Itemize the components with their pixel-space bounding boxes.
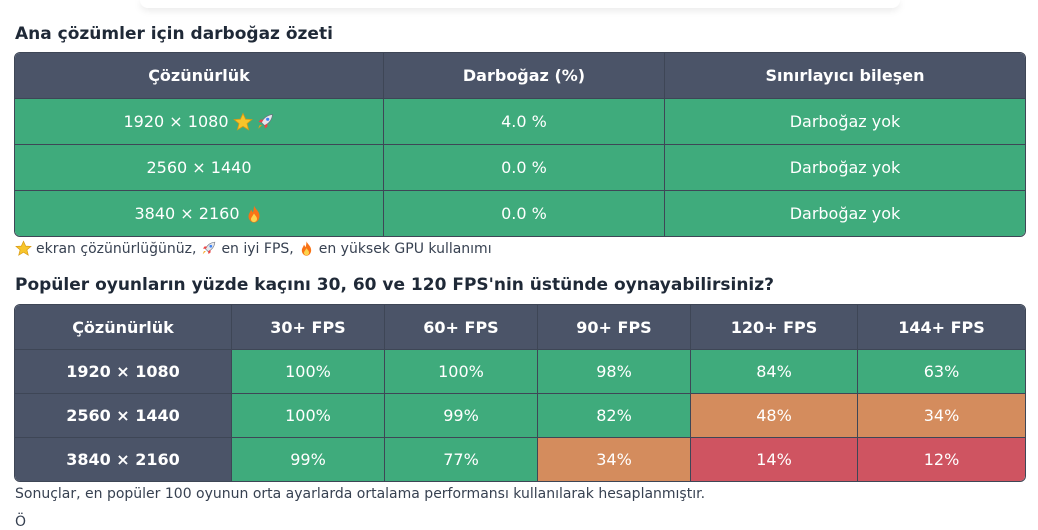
resolution-value: 2560 × 1440 bbox=[15, 145, 384, 191]
fire-icon bbox=[301, 241, 311, 256]
header-90fps: 90+ FPS bbox=[538, 305, 691, 350]
top-card-edge bbox=[140, 0, 900, 8]
resolution-value: 3840 × 2160 bbox=[134, 204, 240, 223]
fps-cell: 100% bbox=[232, 350, 385, 394]
resolution-value: 1920 × 1080 bbox=[123, 112, 229, 131]
fps-cell: 99% bbox=[232, 438, 385, 481]
rocket-icon bbox=[203, 241, 216, 255]
header-60fps: 60+ FPS bbox=[385, 305, 538, 350]
methodology-note: Sonuçlar, en popüler 100 oyunun orta aya… bbox=[15, 486, 706, 502]
fps-cell: 12% bbox=[858, 438, 1025, 481]
fps-cell: 99% bbox=[385, 394, 538, 438]
fps-cell: 100% bbox=[385, 350, 538, 394]
header-144fps: 144+ FPS bbox=[858, 305, 1025, 350]
star-icon bbox=[232, 112, 253, 131]
fps-cell: 34% bbox=[858, 394, 1025, 438]
icon-legend: ekran çözünürlüğünüz, en iyi FPS, en yük… bbox=[15, 240, 492, 257]
row-resolution: 1920 × 1080 bbox=[15, 350, 232, 394]
bottleneck-value: 4.0 % bbox=[384, 99, 665, 145]
bottleneck-value: 0.0 % bbox=[384, 145, 665, 191]
fps-cell: 100% bbox=[232, 394, 385, 438]
header-30fps: 30+ FPS bbox=[232, 305, 385, 350]
fps-cell: 77% bbox=[385, 438, 538, 481]
row-resolution: 2560 × 1440 bbox=[15, 394, 232, 438]
fire-icon bbox=[248, 205, 259, 222]
legend-fire-text: en yüksek GPU kullanımı bbox=[318, 240, 492, 257]
bottleneck-value: 0.0 % bbox=[384, 191, 665, 236]
component-value: Darboğaz yok bbox=[665, 99, 1025, 145]
fps-cell: 34% bbox=[538, 438, 691, 481]
header-component: Sınırlayıcı bileşen bbox=[665, 53, 1025, 99]
table-row-resolution: 1920 × 1080 bbox=[15, 99, 384, 145]
header-resolution: Çözünürlük bbox=[15, 305, 232, 350]
fps-cell: 84% bbox=[691, 350, 858, 394]
fps-cell: 14% bbox=[691, 438, 858, 481]
component-value: Darboğaz yok bbox=[665, 191, 1025, 236]
legend-rocket-text: en iyi FPS, bbox=[221, 240, 294, 257]
fps-cell: 82% bbox=[538, 394, 691, 438]
fps-coverage-title: Popüler oyunların yüzde kaçını 30, 60 ve… bbox=[15, 275, 775, 295]
bottleneck-summary-title: Ana çözümler için darboğaz özeti bbox=[15, 24, 333, 44]
fps-cell: 98% bbox=[538, 350, 691, 394]
cut-off-text: Ö bbox=[15, 514, 27, 530]
fps-coverage-table: Çözünürlük 30+ FPS 60+ FPS 90+ FPS 120+ … bbox=[14, 304, 1026, 482]
fps-cell: 63% bbox=[858, 350, 1025, 394]
fps-cell: 48% bbox=[691, 394, 858, 438]
table-row-resolution: 3840 × 2160 bbox=[15, 191, 384, 236]
header-120fps: 120+ FPS bbox=[691, 305, 858, 350]
header-bottleneck: Darboğaz (%) bbox=[384, 53, 665, 99]
star-icon bbox=[15, 240, 32, 256]
component-value: Darboğaz yok bbox=[665, 145, 1025, 191]
rocket-icon bbox=[257, 113, 273, 129]
bottleneck-summary-table: Çözünürlük Darboğaz (%) Sınırlayıcı bile… bbox=[14, 52, 1026, 237]
legend-star-text: ekran çözünürlüğünüz, bbox=[36, 240, 197, 257]
header-resolution: Çözünürlük bbox=[15, 53, 384, 99]
row-resolution: 3840 × 2160 bbox=[15, 438, 232, 481]
